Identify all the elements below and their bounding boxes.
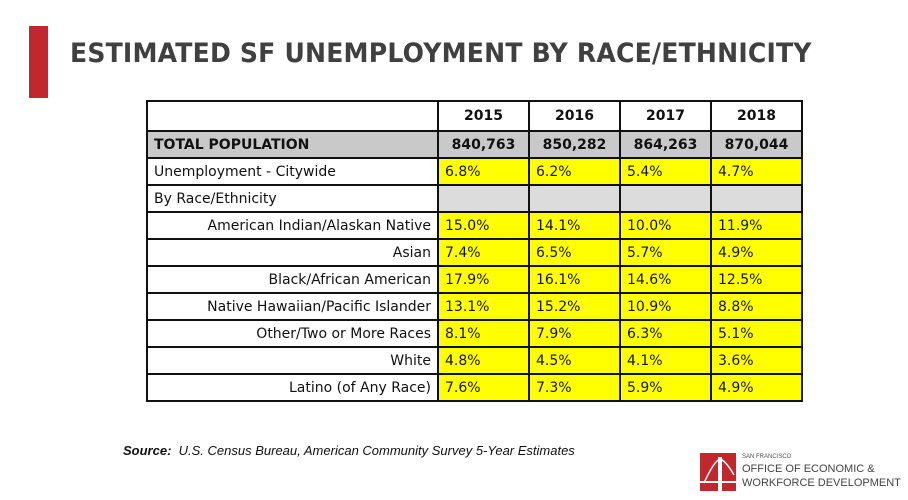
rate-cell: 8.1%: [437, 319, 530, 348]
section-label: By Race/Ethnicity: [146, 184, 439, 213]
rate-cell: 4.9%: [710, 373, 803, 402]
rate-cell: 5.9%: [619, 373, 712, 402]
race-row: Other/Two or More Races 8.1% 7.9% 6.3% 5.1%: [146, 319, 803, 348]
logo-line-2: WORKFORCE DEVELOPMENT: [742, 477, 901, 489]
rate-cell: 14.6%: [619, 265, 712, 294]
rate-cell: 4.9%: [710, 238, 803, 267]
rate-cell: 4.7%: [710, 157, 803, 186]
rate-cell: 6.2%: [528, 157, 621, 186]
rate-cell: 3.6%: [710, 346, 803, 375]
population-cell: 840,763: [437, 130, 530, 159]
header-blank-cell: [146, 100, 439, 132]
source-note: Source: U.S. Census Bureau, American Com…: [123, 443, 575, 458]
row-label: Asian: [146, 238, 439, 267]
population-cell: 870,044: [710, 130, 803, 159]
section-row: By Race/Ethnicity: [146, 184, 803, 213]
unemployment-table: 2015 2016 2017 2018 TOTAL POPULATION 840…: [146, 100, 803, 402]
race-row: Black/African American 17.9% 16.1% 14.6% 12.…: [146, 265, 803, 294]
rate-cell: 13.1%: [437, 292, 530, 321]
blank-cell: [710, 184, 803, 213]
blank-cell: [528, 184, 621, 213]
row-label: American Indian/Alaskan Native: [146, 211, 439, 240]
source-text: U.S. Census Bureau, American Community S…: [178, 443, 575, 458]
rate-cell: 7.9%: [528, 319, 621, 348]
accent-bar: [29, 26, 48, 98]
logo-small-text: SAN FRANCISCO: [742, 454, 792, 460]
rate-cell: 16.1%: [528, 265, 621, 294]
rate-cell: 11.9%: [710, 211, 803, 240]
rate-cell: 15.2%: [528, 292, 621, 321]
rate-cell: 10.9%: [619, 292, 712, 321]
rate-cell: 6.3%: [619, 319, 712, 348]
rate-cell: 6.5%: [528, 238, 621, 267]
rate-cell: 4.1%: [619, 346, 712, 375]
rate-cell: 4.8%: [437, 346, 530, 375]
rate-cell: 5.7%: [619, 238, 712, 267]
row-label: Black/African American: [146, 265, 439, 294]
row-label: White: [146, 346, 439, 375]
rate-cell: 6.8%: [437, 157, 530, 186]
rate-cell: 5.1%: [710, 319, 803, 348]
header-row: 2015 2016 2017 2018: [146, 100, 803, 132]
total-population-row: TOTAL POPULATION 840,763 850,282 864,263…: [146, 130, 803, 159]
race-row: Asian 7.4% 6.5% 5.7% 4.9%: [146, 238, 803, 267]
race-row: American Indian/Alaskan Native 15.0% 14.1%…: [146, 211, 803, 240]
citywide-row: Unemployment - Citywide 6.8% 6.2% 5.4% 4…: [146, 157, 803, 186]
rate-cell: 7.6%: [437, 373, 530, 402]
year-header: 2015: [437, 100, 530, 132]
row-label: Latino (of Any Race): [146, 373, 439, 402]
rate-cell: 4.5%: [528, 346, 621, 375]
row-label: Other/Two or More Races: [146, 319, 439, 348]
rate-cell: 14.1%: [528, 211, 621, 240]
rate-cell: 17.9%: [437, 265, 530, 294]
population-cell: 864,263: [619, 130, 712, 159]
rate-cell: 5.4%: [619, 157, 712, 186]
rate-cell: 7.3%: [528, 373, 621, 402]
blank-cell: [437, 184, 530, 213]
rate-cell: 12.5%: [710, 265, 803, 294]
rate-cell: 10.0%: [619, 211, 712, 240]
blank-cell: [619, 184, 712, 213]
population-cell: 850,282: [528, 130, 621, 159]
source-label: Source:: [123, 443, 172, 458]
race-row: White 4.8% 4.5% 4.1% 3.6%: [146, 346, 803, 375]
year-header: 2016: [528, 100, 621, 132]
row-label: Unemployment - Citywide: [146, 157, 439, 186]
year-header: 2018: [710, 100, 803, 132]
row-label: TOTAL POPULATION: [146, 130, 439, 159]
year-header: 2017: [619, 100, 712, 132]
slide-title: ESTIMATED SF UNEMPLOYMENT BY RACE/ETHNIC…: [70, 38, 812, 69]
logo-line-1: OFFICE OF ECONOMIC &: [742, 463, 875, 475]
rate-cell: 8.8%: [710, 292, 803, 321]
race-row: Native Hawaiian/Pacific Islander 13.1% 15.…: [146, 292, 803, 321]
race-row: Latino (of Any Race) 7.6% 7.3% 5.9% 4.9%: [146, 373, 803, 402]
golden-gate-bridge-logo-icon: [700, 453, 736, 491]
row-label: Native Hawaiian/Pacific Islander: [146, 292, 439, 321]
oewd-logo: SAN FRANCISCO OFFICE OF ECONOMIC & WORKF…: [700, 450, 901, 495]
rate-cell: 15.0%: [437, 211, 530, 240]
rate-cell: 7.4%: [437, 238, 530, 267]
